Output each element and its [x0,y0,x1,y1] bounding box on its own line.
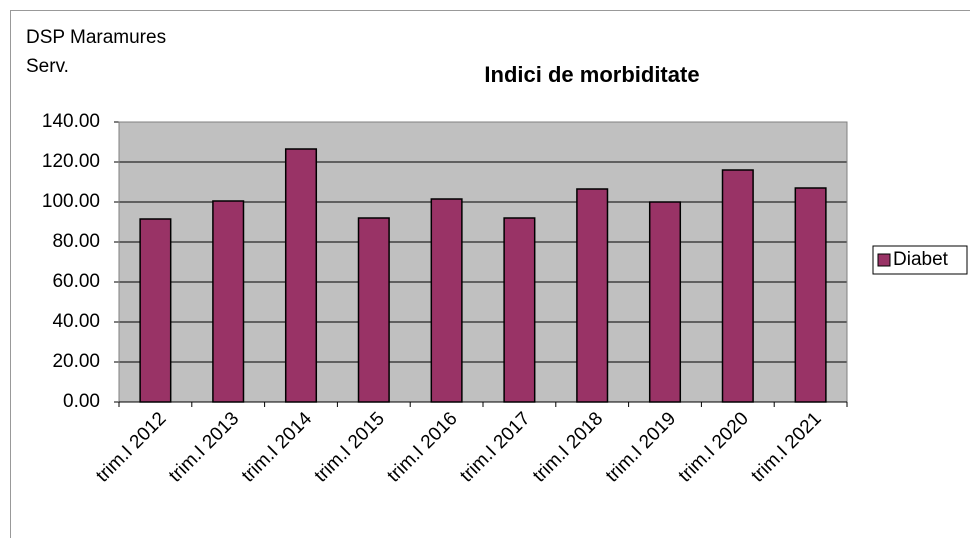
y-tick-label: 40.00 [52,311,100,332]
bar [576,188,609,403]
x-tick-label: trim.I 2015 [311,408,389,486]
y-tick-label: 80.00 [52,231,100,252]
bar [503,217,536,403]
x-tick-label: trim.I 2013 [165,408,243,486]
bar [212,200,245,403]
x-tick-label: trim.I 2021 [747,408,825,486]
x-tick-label: trim.I 2012 [92,408,170,486]
y-tick-label: 140.00 [42,111,100,132]
bar [648,201,682,403]
legend-swatch [877,253,891,267]
y-tick-label: 100.00 [42,191,100,212]
x-tick-label: trim.I 2017 [456,408,534,486]
bar [794,187,827,403]
y-tick-label: 20.00 [52,351,100,372]
x-tick-label: trim.I 2016 [383,408,461,486]
x-tick-label: trim.I 2018 [529,408,607,486]
bar [284,148,318,403]
x-tick-label: trim.I 2014 [238,408,317,487]
bar [721,169,754,403]
x-tick-label: trim.I 2019 [602,408,680,486]
header-line: Serv. [26,56,69,77]
y-tick-label: 0.00 [63,391,100,412]
y-tick-label: 120.00 [42,151,100,172]
chart-border [10,10,970,538]
header-line: DSP Maramures [26,27,166,48]
y-tick-label: 60.00 [52,271,100,292]
chart-title: Indici de morbiditate [484,62,699,87]
x-tick-label: trim.I 2020 [675,408,753,486]
bar [139,218,172,403]
bar [430,198,463,403]
legend-label: Diabet [893,249,949,270]
bar [357,217,390,403]
